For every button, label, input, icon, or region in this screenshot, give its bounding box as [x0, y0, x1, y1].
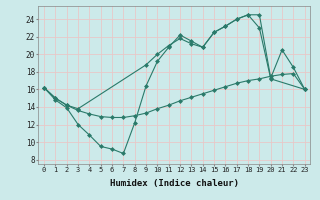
X-axis label: Humidex (Indice chaleur): Humidex (Indice chaleur) — [110, 179, 239, 188]
